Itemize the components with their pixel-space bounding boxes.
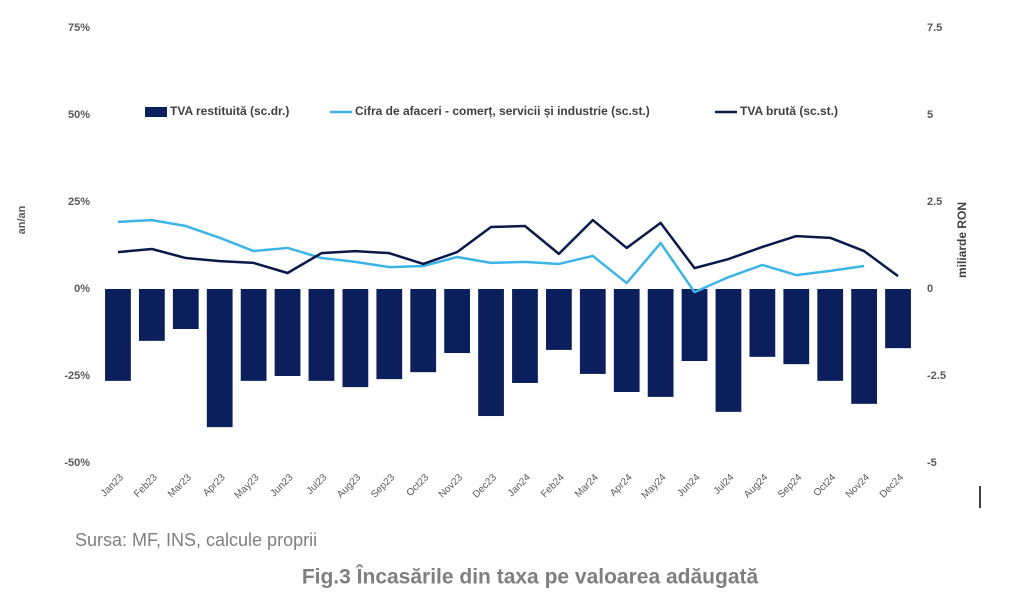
bar xyxy=(376,289,403,380)
y2-tick-label: 2.5 xyxy=(927,196,942,208)
y-tick-label: 50% xyxy=(68,109,90,121)
x-tick-label: Apr23 xyxy=(201,472,228,499)
x-tick-label: Oct24 xyxy=(812,472,839,499)
legend-swatch xyxy=(145,107,167,117)
bar xyxy=(172,289,199,330)
bar xyxy=(274,289,301,376)
line xyxy=(117,218,865,294)
bar xyxy=(478,289,504,417)
bar xyxy=(851,289,878,404)
bar xyxy=(715,289,742,412)
x-tick-label: Mar24 xyxy=(573,472,601,500)
x-tick-label: May24 xyxy=(640,472,669,501)
source: Sursa: MF, INS, calcule proprii xyxy=(75,530,317,550)
x-tick-label: Jun24 xyxy=(675,472,702,499)
x-tick-label: Oct23 xyxy=(405,472,432,499)
x-tick-label: Feb24 xyxy=(539,472,567,500)
x-tick-label: Jan23 xyxy=(99,472,126,499)
x-tick-label: Nov23 xyxy=(437,472,466,501)
x-tick-label: May23 xyxy=(233,472,262,501)
bar xyxy=(138,289,165,341)
y2-axis-title: miliarde RON xyxy=(955,202,969,278)
y-tick-label: -25% xyxy=(64,370,90,382)
bar xyxy=(681,289,708,362)
y-axis-title: an/an xyxy=(16,205,28,234)
x-tick-label: Dec23 xyxy=(471,472,500,501)
x-tick-label: Jun23 xyxy=(268,472,295,499)
x-tick-label: Sep24 xyxy=(776,472,805,501)
bar xyxy=(512,289,538,383)
bar xyxy=(783,289,810,365)
bar xyxy=(817,289,844,381)
x-tick-label: Feb23 xyxy=(132,472,160,500)
caption: Fig.3 Încasările din taxa pe valoarea ad… xyxy=(302,565,759,589)
y2-tick-label: 5 xyxy=(927,109,933,121)
bar xyxy=(613,289,640,393)
bar xyxy=(579,289,606,374)
x-tick-label: Apr24 xyxy=(608,472,635,499)
x-tick-label: Aug23 xyxy=(335,472,364,501)
y-tick-label: -50% xyxy=(64,457,90,469)
line xyxy=(117,218,899,278)
legend-label: Cifra de afaceri - comerț, servicii și i… xyxy=(355,104,650,118)
bar xyxy=(885,289,911,349)
bar xyxy=(749,289,776,357)
bar xyxy=(308,289,335,381)
y2-tick-label: -5 xyxy=(927,457,937,469)
bar xyxy=(105,289,131,381)
x-tick-label: Jul23 xyxy=(305,472,330,497)
bar xyxy=(240,289,267,381)
y2-tick-label: 0 xyxy=(927,283,933,295)
legend-label: TVA restituită (sc.dr.) xyxy=(170,104,289,118)
y-tick-label: 0% xyxy=(74,283,90,295)
x-tick-label: Nov24 xyxy=(844,472,873,501)
bar xyxy=(545,289,572,350)
y-tick-label: 75% xyxy=(68,22,90,34)
y2-tick-label: -2.5 xyxy=(927,370,946,382)
x-tick-label: Jan24 xyxy=(506,472,533,499)
x-tick-label: Dec24 xyxy=(878,472,907,501)
y2-tick-label: 7.5 xyxy=(927,22,942,34)
legend-label: TVA brută (sc.st.) xyxy=(740,104,838,118)
bar xyxy=(444,289,471,354)
bar xyxy=(410,289,437,373)
bar xyxy=(342,289,369,388)
x-tick-label: Sep23 xyxy=(369,472,398,501)
x-tick-label: Jul24 xyxy=(712,472,737,497)
x-tick-label: Aug24 xyxy=(742,472,771,501)
bar xyxy=(206,289,233,428)
y-tick-label: 25% xyxy=(68,196,90,208)
x-tick-label: Mar23 xyxy=(166,472,194,500)
bar xyxy=(647,289,674,397)
